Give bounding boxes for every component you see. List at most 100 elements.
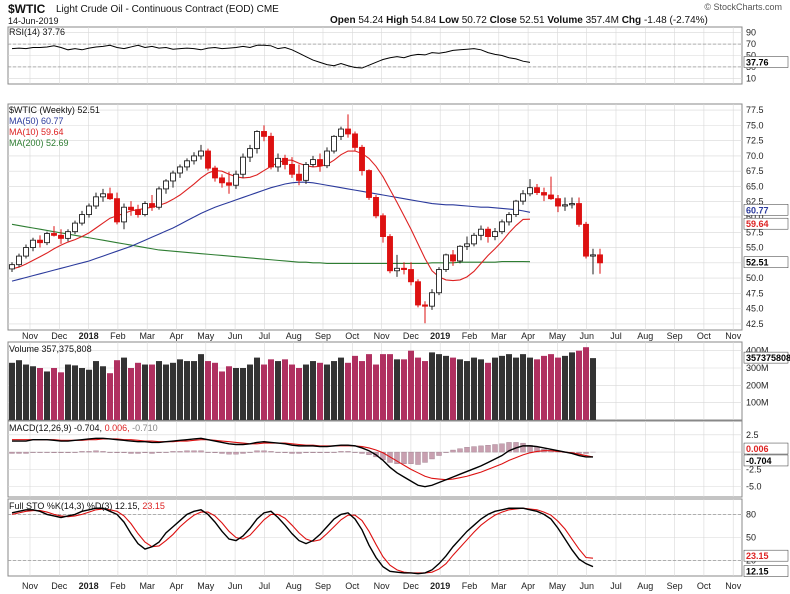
ma50-legend-label: MA(50) 60.77 [9, 116, 64, 126]
candle-body [58, 234, 64, 239]
candle-body [86, 205, 92, 216]
brand-link[interactable]: © StockCharts.com [704, 2, 782, 12]
macd-histogram-bar [72, 451, 78, 453]
candle-body [464, 243, 470, 247]
volume-bar [478, 359, 484, 420]
volume-bar [100, 366, 106, 420]
x-tick-label-lower: Sep [315, 581, 331, 591]
rsi-last-value: 37.76 [746, 57, 769, 67]
candle-body [240, 156, 246, 175]
macd-histogram-bar [135, 451, 141, 454]
macd-histogram-bar [16, 451, 22, 454]
price-y-tick-label: 75.0 [746, 120, 764, 130]
volume-bar [226, 366, 232, 420]
macd-signal-value: 0.006, [104, 423, 130, 433]
candle-body [184, 160, 190, 168]
volume-bar [16, 360, 22, 420]
rsi-line [11, 44, 531, 69]
chg-value: -1.48 (-2.74%) [643, 15, 708, 26]
volume-bar [296, 368, 302, 420]
volume-bar [275, 361, 281, 420]
macd-last-value-box [743, 454, 789, 467]
price-y-tick-label: 65.0 [746, 181, 764, 191]
volume-bar [86, 369, 92, 420]
volume-bar [380, 354, 386, 420]
candle-body [541, 192, 547, 196]
x-tick-label-lower: Jul [610, 581, 622, 591]
macd-histogram-bar [261, 450, 267, 453]
macd-histogram-bar [478, 445, 484, 453]
candle-body [366, 170, 372, 198]
volume-bar [30, 366, 36, 420]
volume-bar [366, 354, 372, 420]
x-tick-label-lower: Nov [22, 581, 39, 591]
volume-bar [170, 362, 176, 420]
candle-body [121, 206, 127, 223]
ma10-legend: MA(10) 59.64 [9, 127, 64, 137]
candle-body [51, 233, 57, 236]
x-tick-label-upper: Nov [374, 331, 391, 341]
high-label: High [386, 15, 409, 26]
price-y-tick-label: 55.0 [746, 243, 764, 253]
candle-body [576, 203, 582, 225]
x-tick-label-lower: Apr [521, 581, 535, 591]
candle-body [135, 209, 141, 216]
volume-bar [436, 354, 442, 420]
volume-bar [282, 359, 288, 420]
macd-histogram-bar [583, 451, 589, 454]
volume-bar [72, 365, 78, 420]
macd-histogram-bar [415, 451, 421, 465]
price-y-tick-label: 45.0 [746, 304, 764, 314]
volume-bar [415, 357, 421, 420]
macd-histogram-bar [170, 451, 176, 453]
candle-body [485, 228, 491, 237]
volume-bar [254, 357, 260, 420]
volume-legend: Volume 357,375,808 [9, 344, 92, 354]
volume-bar [233, 368, 239, 420]
x-tick-label-lower: Jun [579, 581, 594, 591]
rsi-y-tick-label: 10 [746, 73, 756, 83]
volume-bar [422, 361, 428, 420]
candle-body [65, 231, 71, 239]
macd-histogram-bar [268, 451, 274, 453]
macd-histogram-bar [58, 451, 64, 453]
macd-histogram-bar [254, 450, 260, 453]
candle-body [373, 197, 379, 217]
candle-body [170, 172, 176, 182]
high-value: 54.84 [411, 15, 437, 26]
volume-legend-label: Volume 357,375,808 [9, 344, 92, 354]
x-tick-label-upper: Oct [345, 331, 360, 341]
volume-bar [51, 368, 57, 420]
macd-histogram-bar [107, 451, 113, 453]
macd-y-tick-label: -5.0 [746, 482, 762, 492]
open-label: Open [330, 15, 356, 26]
candle-body [114, 198, 120, 223]
candle-body [247, 148, 253, 158]
candle-body [177, 166, 183, 174]
vol-y-tick-label: 400M [746, 346, 769, 356]
rsi-y-tick-label: 90 [746, 28, 756, 38]
macd-histogram-bar [303, 451, 309, 453]
macd-histogram-bar [401, 451, 407, 464]
macd-histogram-bar [296, 451, 302, 454]
price-y-tick-label: 70.0 [746, 151, 764, 161]
macd-histogram-bar [30, 451, 36, 453]
candle-body [289, 164, 295, 175]
candle-body [583, 223, 589, 257]
volume-bar [345, 362, 351, 420]
volume-bar [359, 361, 365, 420]
macd-histogram-bar [464, 447, 470, 453]
macd-histogram-bar [275, 451, 281, 453]
x-tick-label-lower: May [549, 581, 567, 591]
macd-legend: MACD(12,26,9) -0.704, 0.006, -0.710 [9, 423, 158, 433]
volume-bar [520, 354, 526, 420]
macd-histogram-bar [191, 450, 197, 453]
candle-body [387, 236, 393, 272]
macd-histogram-bar [506, 442, 512, 453]
x-tick-label-lower: 2018 [79, 581, 99, 591]
x-tick-label-upper: Nov [22, 331, 39, 341]
volume-bar [142, 364, 148, 420]
ma50-legend: MA(50) 60.77 [9, 116, 64, 126]
sto-k-last-value-box [743, 565, 789, 577]
